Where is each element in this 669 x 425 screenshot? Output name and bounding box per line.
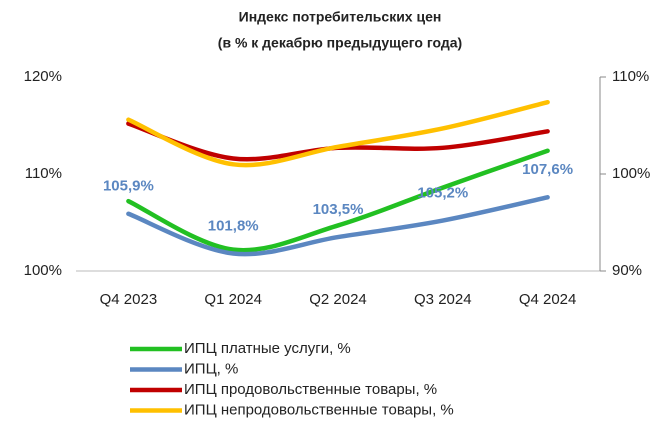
data-label: 103,5% bbox=[313, 201, 364, 218]
legend-label: ИПЦ платные услуги, % bbox=[184, 340, 351, 357]
series-line bbox=[126, 148, 550, 253]
legend-label: ИПЦ непродовольственные товары, % bbox=[184, 401, 454, 418]
series-line bbox=[126, 99, 550, 168]
data-label: 105,9% bbox=[103, 178, 154, 195]
chart-subtitle: (в % к декабрю предыдущего года) bbox=[218, 35, 462, 51]
series-line bbox=[126, 121, 550, 162]
data-label: 101,8% bbox=[208, 218, 259, 235]
data-label: 105,2% bbox=[417, 185, 468, 202]
y2-tick-label: 90% bbox=[612, 262, 642, 279]
y-tick-label: 110% bbox=[25, 165, 62, 182]
x-tick-label: Q4 2023 bbox=[100, 291, 158, 308]
x-tick-label: Q3 2024 bbox=[414, 291, 472, 308]
y-tick-label: 100% bbox=[24, 262, 62, 279]
legend-label: ИПЦ, % bbox=[184, 360, 238, 377]
y2-tick-label: 110% bbox=[612, 68, 649, 85]
x-tick-label: Q1 2024 bbox=[204, 291, 262, 308]
data-label: 107,6% bbox=[522, 161, 573, 178]
x-tick-label: Q4 2024 bbox=[519, 291, 577, 308]
chart-title: Индекс потребительских цен bbox=[239, 9, 442, 25]
y-tick-label: 120% bbox=[24, 68, 62, 85]
series-line bbox=[126, 195, 550, 257]
legend-label: ИПЦ продовольственные товары, % bbox=[184, 381, 437, 398]
y2-tick-label: 100% bbox=[612, 165, 650, 182]
x-tick-label: Q2 2024 bbox=[309, 291, 367, 308]
